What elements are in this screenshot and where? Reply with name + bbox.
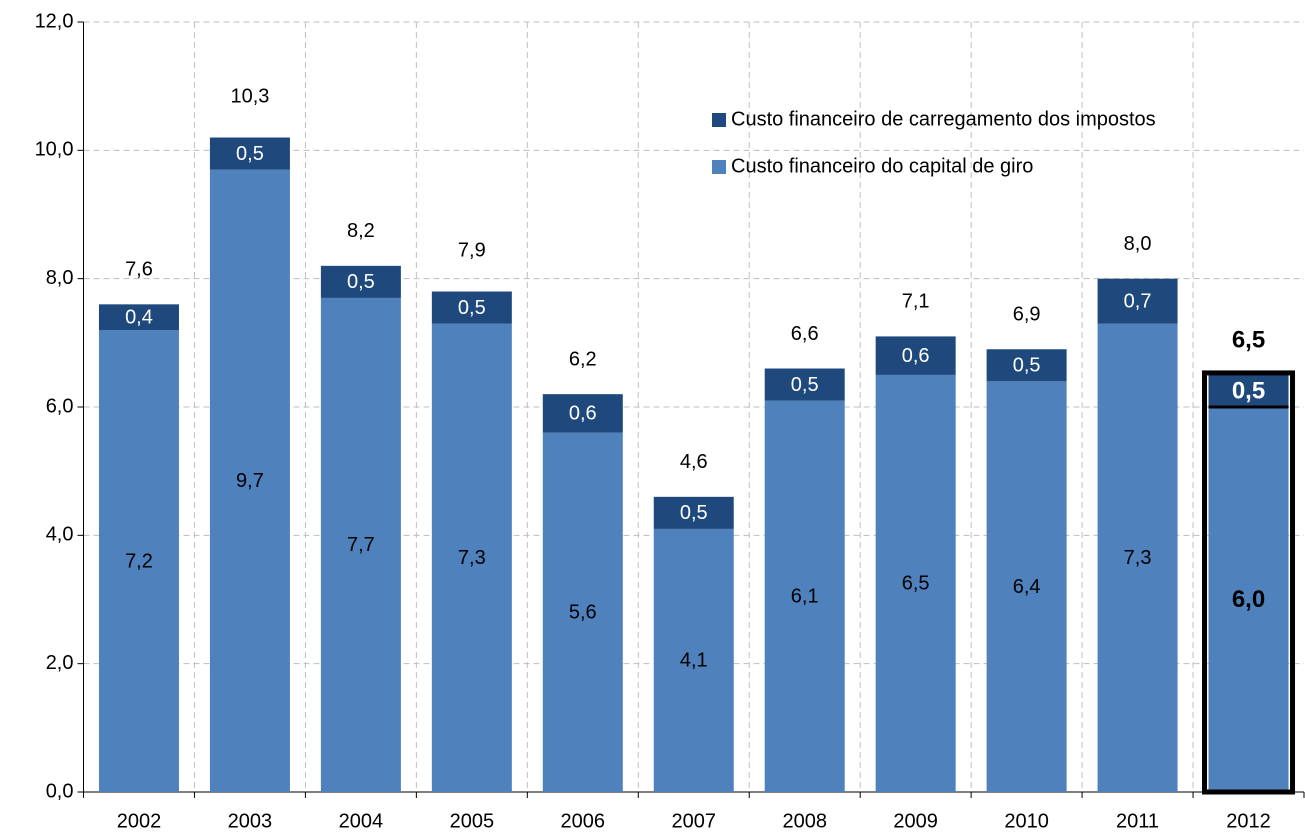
total-label: 10,3	[230, 85, 269, 107]
legend-label: Custo financeiro de carregamento dos imp…	[731, 108, 1156, 130]
x-tick-label: 2002	[117, 810, 162, 832]
bar-segment	[209, 169, 290, 793]
x-tick-label: 2007	[672, 810, 717, 832]
y-tick-label: 6,0	[46, 395, 74, 417]
value-label: 0,5	[347, 271, 375, 293]
y-tick-label: 2,0	[46, 652, 74, 674]
total-label: 6,9	[1013, 304, 1041, 326]
bar-segment	[986, 349, 1067, 382]
value-label: 0,5	[458, 297, 486, 319]
x-tick-label: 2012	[1226, 810, 1271, 832]
value-label: 6,5	[902, 573, 930, 595]
bar-segment	[431, 323, 512, 792]
bar-segment	[653, 496, 734, 529]
value-label: 7,3	[1124, 547, 1152, 569]
value-label: 0,5	[1232, 377, 1265, 404]
value-label: 5,6	[569, 602, 597, 624]
value-label: 0,5	[791, 374, 819, 396]
total-label: 7,9	[458, 239, 486, 261]
x-tick-label: 2004	[339, 810, 384, 832]
bar-segment	[1097, 323, 1178, 792]
bar-segment	[542, 432, 623, 792]
bar-segment	[1208, 407, 1289, 792]
x-tick-label: 2006	[561, 810, 606, 832]
bar-segment	[98, 304, 179, 330]
y-tick-label: 8,0	[46, 267, 74, 289]
bar-segment	[320, 297, 401, 792]
value-label: 7,3	[458, 547, 486, 569]
bar-segment	[542, 394, 623, 433]
value-label: 0,6	[569, 403, 597, 425]
y-tick-label: 4,0	[46, 524, 74, 546]
bar-segment	[764, 400, 845, 792]
x-tick-label: 2010	[1004, 810, 1049, 832]
x-tick-label: 2005	[450, 810, 495, 832]
value-label: 9,7	[236, 470, 264, 492]
total-label: 8,0	[1124, 233, 1152, 255]
total-label: 6,2	[569, 348, 597, 370]
value-label: 0,5	[236, 143, 264, 165]
value-label: 6,1	[791, 586, 819, 608]
bar-segment	[1097, 278, 1178, 324]
y-tick-label: 0,0	[46, 780, 74, 802]
value-label: 7,7	[347, 534, 375, 556]
value-label: 0,5	[1013, 355, 1041, 377]
total-label: 7,6	[125, 259, 153, 281]
y-tick-label: 10,0	[35, 139, 74, 161]
total-label: 6,5	[1232, 326, 1265, 353]
value-label: 6,4	[1013, 576, 1041, 598]
bar-segment	[764, 368, 845, 401]
bar-segment	[875, 374, 956, 792]
value-label: 0,5	[680, 502, 708, 524]
legend-swatch	[712, 160, 726, 174]
bar-segment	[1208, 374, 1289, 407]
bar-segment	[209, 137, 290, 170]
total-label: 4,6	[680, 451, 708, 473]
legend-label: Custo financeiro do capital de giro	[731, 155, 1033, 177]
value-label: 4,1	[680, 650, 708, 672]
bar-segment	[320, 265, 401, 298]
value-label: 0,4	[125, 306, 153, 328]
x-tick-label: 2008	[782, 810, 827, 832]
y-tick-label: 12,0	[35, 10, 74, 32]
total-label: 8,2	[347, 220, 375, 242]
x-tick-label: 2003	[228, 810, 273, 832]
value-label: 6,0	[1232, 586, 1265, 613]
bar-segment	[653, 528, 734, 792]
x-tick-label: 2009	[893, 810, 938, 832]
value-label: 7,2	[125, 550, 153, 572]
bar-segment	[875, 336, 956, 375]
value-label: 0,7	[1124, 290, 1152, 312]
highlight-box	[1202, 370, 1296, 795]
bar-segment	[98, 330, 179, 792]
bar-segment	[431, 291, 512, 324]
total-label: 6,6	[791, 323, 819, 345]
bar-segment	[986, 381, 1067, 792]
x-tick-label: 2011	[1116, 810, 1159, 832]
legend-swatch	[712, 113, 726, 127]
value-label: 0,6	[902, 345, 930, 367]
total-label: 7,1	[902, 291, 930, 313]
